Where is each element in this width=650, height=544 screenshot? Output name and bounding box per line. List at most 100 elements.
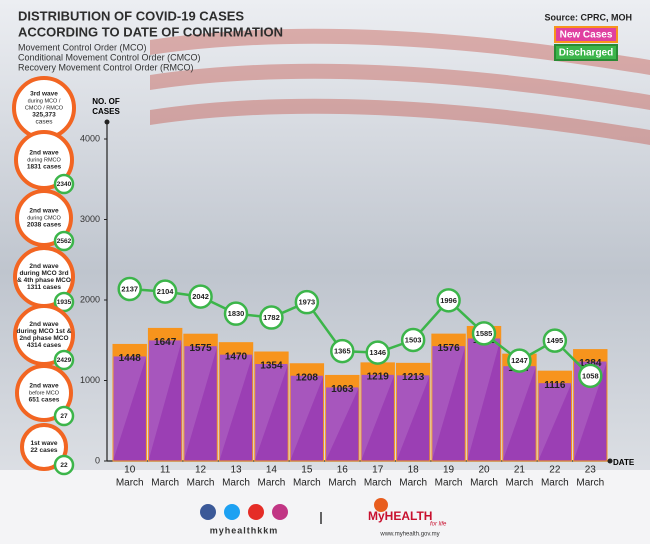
point-value-label: 1585 bbox=[476, 329, 493, 338]
x-tick-label: March bbox=[364, 478, 392, 489]
logo-mark bbox=[374, 498, 388, 512]
x-tick-label: 20 bbox=[478, 465, 490, 476]
wave-text: during CMCO bbox=[27, 215, 61, 221]
bar bbox=[325, 374, 360, 462]
bar bbox=[431, 333, 466, 462]
point bbox=[117, 276, 142, 302]
point-value-label: 1996 bbox=[440, 296, 457, 305]
bar-shade bbox=[325, 387, 359, 461]
wave-circle bbox=[20, 423, 68, 471]
bar bbox=[289, 363, 325, 462]
bar-shade bbox=[467, 338, 501, 461]
x-tick-label: March bbox=[470, 478, 498, 489]
wave-text: during MCO 1st & bbox=[17, 328, 72, 335]
discharged-value: 27 bbox=[60, 413, 68, 420]
y-tick-label: 3000 bbox=[80, 214, 100, 224]
x-tick-label: 15 bbox=[301, 465, 313, 476]
bar-cap bbox=[573, 349, 607, 362]
bar-shade bbox=[219, 354, 253, 461]
x-tick-label: March bbox=[187, 478, 215, 489]
wave-text: 2nd wave bbox=[29, 263, 59, 270]
discharged-value: 2429 bbox=[57, 357, 72, 364]
bar bbox=[218, 342, 254, 462]
point-value-label: 1503 bbox=[405, 335, 422, 344]
bar bbox=[147, 327, 183, 462]
source: Source: CPRC, MOH bbox=[544, 12, 632, 22]
x-tick-label: March bbox=[435, 478, 463, 489]
bar-shade bbox=[254, 364, 289, 461]
discharged-badge bbox=[53, 291, 75, 313]
x-tick-label: 18 bbox=[408, 465, 420, 476]
discharged-badge bbox=[53, 230, 75, 252]
bar-value-label: 1063 bbox=[331, 384, 354, 395]
y-axis-label: CASES bbox=[92, 107, 120, 116]
x-tick-label: March bbox=[116, 478, 144, 489]
x-tick-label: March bbox=[399, 478, 427, 489]
x-tick-label: 12 bbox=[195, 465, 207, 476]
bar-shade bbox=[361, 374, 395, 461]
bar-cap bbox=[219, 342, 253, 355]
x-tick-label: 14 bbox=[266, 465, 278, 476]
bar-shade bbox=[148, 340, 182, 461]
wave-text: 2038 cases bbox=[27, 222, 62, 229]
wave-text: 651 cases bbox=[29, 397, 60, 404]
wave-circle bbox=[15, 364, 73, 422]
wave-text: during MCO 3rd bbox=[19, 270, 68, 277]
axis-end bbox=[607, 458, 613, 464]
point bbox=[542, 328, 568, 353]
y-tick-label: 1000 bbox=[80, 375, 100, 385]
point bbox=[436, 288, 461, 313]
bar bbox=[395, 362, 431, 462]
point bbox=[188, 284, 213, 309]
point bbox=[471, 321, 497, 346]
x-tick-label: March bbox=[258, 478, 286, 489]
point-value-label: 2042 bbox=[192, 292, 209, 301]
y-tick-label: 2000 bbox=[80, 294, 100, 304]
wave-text: 325,373 bbox=[32, 112, 56, 119]
discharged-badge bbox=[53, 405, 75, 427]
bar bbox=[112, 343, 147, 462]
bar-shade bbox=[538, 383, 572, 461]
point bbox=[578, 363, 603, 389]
bar-cap bbox=[325, 375, 359, 388]
point-value-label: 2137 bbox=[121, 284, 138, 293]
discharged-value: 1935 bbox=[57, 299, 72, 306]
x-tick-label: 23 bbox=[585, 465, 597, 476]
social-icons bbox=[200, 504, 288, 520]
point bbox=[365, 340, 390, 365]
x-tick-label: March bbox=[293, 478, 321, 489]
bar-value-label: 1647 bbox=[154, 337, 177, 348]
wave-text: 3rd wave bbox=[30, 91, 58, 98]
point-value-label: 1346 bbox=[369, 348, 386, 357]
wave-text: during RMCO bbox=[27, 157, 61, 163]
wave-text: 4314 cases bbox=[27, 342, 62, 349]
wave-circle bbox=[14, 130, 74, 190]
x-tick-label: March bbox=[506, 478, 534, 489]
wave-text: 1831 cases bbox=[27, 164, 62, 171]
url: www.myhealth.gov.my bbox=[379, 532, 439, 538]
bar-value-label: 1575 bbox=[189, 343, 212, 354]
x-tick-label: 11 bbox=[160, 465, 171, 476]
subtitle: Recovery Movement Control Order (RMCO) bbox=[18, 62, 194, 72]
x-tick-label: 21 bbox=[514, 465, 526, 476]
x-axis-label: DATE bbox=[613, 458, 635, 467]
bar-cap bbox=[396, 363, 430, 376]
x-tick-label: 17 bbox=[372, 465, 384, 476]
bar-cap bbox=[361, 362, 395, 375]
wave-text: 1311 cases bbox=[27, 284, 61, 291]
point-value-label: 1495 bbox=[547, 336, 564, 345]
point-value-label: 1973 bbox=[299, 298, 316, 307]
point bbox=[223, 301, 249, 326]
handle: myhealthkkm bbox=[210, 525, 279, 535]
point-value-label: 1365 bbox=[334, 347, 351, 356]
brand: MyHEALTH bbox=[368, 509, 432, 523]
discharged-badge bbox=[53, 173, 75, 195]
discharged-badge bbox=[53, 454, 75, 476]
bar-cap bbox=[538, 371, 572, 384]
bar-cap bbox=[148, 328, 182, 341]
bar-value-label: 1448 bbox=[119, 353, 142, 364]
y-axis-label: NO. OF bbox=[92, 97, 120, 106]
bar-value-label: 1213 bbox=[402, 372, 425, 383]
flag-decoration bbox=[150, 28, 650, 145]
